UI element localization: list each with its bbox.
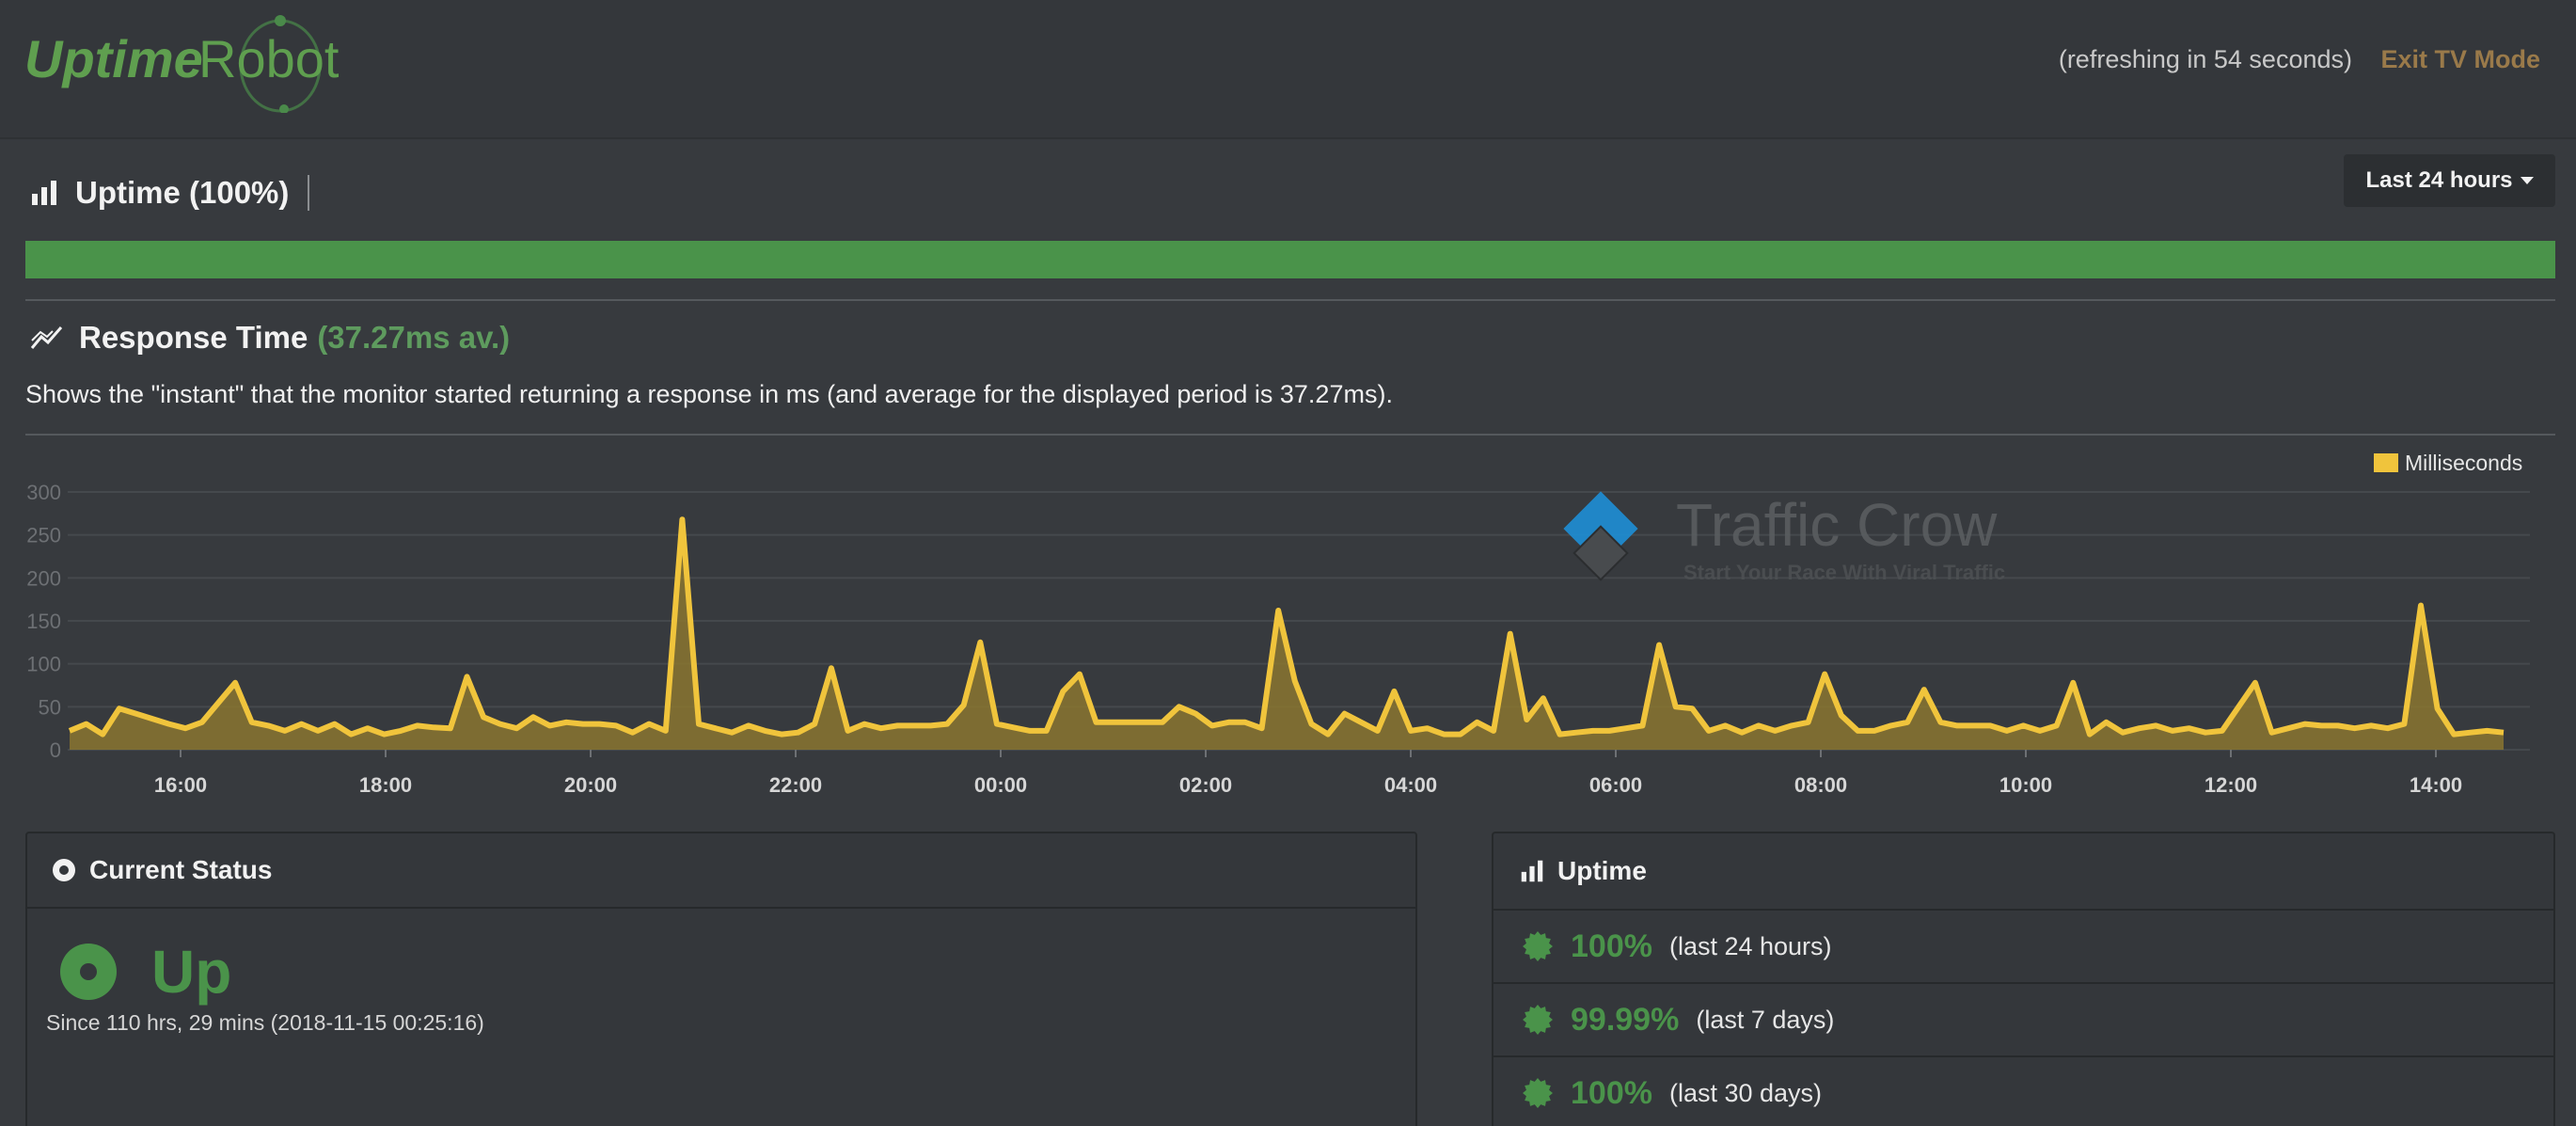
- response-time-description: Shows the "instant" that the monitor sta…: [25, 380, 1393, 408]
- current-status-title: Current Status: [89, 855, 273, 884]
- uptime-title: Uptime (100%): [75, 175, 290, 210]
- response-time-average: (37.27ms av.): [317, 320, 511, 355]
- x-tick-label: 20:00: [564, 773, 617, 797]
- status-value: Up: [151, 938, 232, 1006]
- x-tick-label: 00:00: [974, 773, 1027, 797]
- uptime-badge-icon: [1523, 931, 1553, 961]
- badge-shape: [1523, 1005, 1553, 1035]
- refresh-countdown: (refreshing in 54 seconds): [2058, 45, 2352, 73]
- uptime-badge-icon: [1523, 1078, 1553, 1108]
- y-tick-label: 150: [26, 610, 61, 633]
- badge-shape: [1523, 1078, 1553, 1108]
- bar-chart-icon: [32, 181, 56, 205]
- uptime-period: (last 7 days): [1696, 1005, 1835, 1034]
- x-tick-label: 06:00: [1589, 773, 1642, 797]
- uptime-panel: Uptime 100% (last 24 hours) 99.99% (last…: [1492, 832, 2555, 1126]
- badge-shape: [1523, 931, 1553, 961]
- status-indicator: Up: [59, 937, 231, 1007]
- y-tick-label: 50: [39, 695, 61, 719]
- uptime-period: (last 30 days): [1668, 1078, 1823, 1107]
- x-tick-label: 14:00: [2410, 773, 2462, 797]
- response-time-title: Response Time: [79, 320, 308, 355]
- uptimerobot-logo[interactable]: Uptime Robot: [24, 9, 344, 113]
- y-tick-label: 300: [26, 481, 61, 504]
- time-range-label: Last 24 hours: [2365, 167, 2513, 193]
- status-dot-icon: [53, 859, 75, 881]
- x-tick-label: 02:00: [1179, 773, 1232, 797]
- x-tick-label: 10:00: [1999, 773, 2052, 797]
- bar-chart-icon: [1521, 860, 1543, 882]
- time-range-dropdown[interactable]: Last 24 hours: [2344, 154, 2555, 207]
- current-status-panel: Current Status Up Since 110 hrs, 29 mins…: [25, 832, 1417, 1126]
- watermark-logo-inner: [1572, 525, 1629, 581]
- uptime-heading: Uptime (100%): [30, 175, 310, 211]
- logo-text-robot: Robot: [198, 29, 340, 88]
- response-time-heading: Response Time (37.27ms av.): [30, 320, 510, 356]
- status-since: Since 110 hrs, 29 mins (2018-11-15 00:25…: [46, 1010, 484, 1035]
- uptime-row-30d: 100% (last 30 days): [1493, 1057, 2553, 1126]
- line-chart-icon: [30, 326, 63, 349]
- response-time-line: [68, 516, 2505, 737]
- uptime-row-24h: 100% (last 24 hours): [1493, 911, 2553, 984]
- watermark-name: Traffic Crow: [1676, 491, 1998, 559]
- y-tick-label: 0: [50, 738, 61, 762]
- uptime-period: (last 24 hours): [1668, 931, 1832, 960]
- x-tick-label: 04:00: [1384, 773, 1437, 797]
- y-tick-label: 200: [26, 566, 61, 590]
- uptime-row-7d: 99.99% (last 7 days): [1493, 984, 2553, 1057]
- chart-legend: Milliseconds: [2374, 451, 2522, 475]
- uptime-badge-icon: [1523, 1005, 1553, 1035]
- uptime-percentage: 99.99%: [1571, 1001, 1680, 1038]
- uptime-percentage: 100%: [1571, 928, 1652, 964]
- uptime-panel-title: Uptime: [1557, 856, 1647, 885]
- y-axis-ticks: 0 50 100 150 200 250 300: [26, 481, 61, 762]
- uptime-panel-header: Uptime: [1493, 833, 2553, 911]
- uptime-percentage: 100%: [1571, 1074, 1652, 1111]
- legend-swatch: [2374, 453, 2398, 472]
- section-divider: [25, 434, 2555, 436]
- up-status-icon: [60, 944, 117, 1000]
- y-tick-label: 250: [26, 524, 61, 547]
- x-tick-label: 12:00: [2205, 773, 2257, 797]
- title-divider: [308, 175, 310, 211]
- x-tick-label: 08:00: [1794, 773, 1847, 797]
- response-time-chart[interactable]: 0 50 100 150 200 250 300 16:00 18:00 20:00 22:00 0…: [0, 442, 2576, 809]
- top-bar: Uptime Robot (refreshing in 54 seconds) …: [0, 0, 2576, 139]
- section-divider: [25, 299, 2555, 301]
- traffic-crow-watermark: Traffic Crow Start Your Race With Viral …: [1563, 491, 2005, 584]
- legend-label: Milliseconds: [2405, 451, 2522, 475]
- caret-down-icon: [2520, 177, 2534, 184]
- x-tick-label: 18:00: [359, 773, 412, 797]
- exit-tv-mode-link[interactable]: Exit TV Mode: [2380, 45, 2540, 73]
- x-tick-label: 16:00: [154, 773, 207, 797]
- uptime-bar: [25, 241, 2555, 278]
- x-tick-label: 22:00: [769, 773, 822, 797]
- current-status-header: Current Status: [27, 833, 1415, 909]
- watermark-tagline: Start Your Race With Viral Traffic: [1683, 561, 2005, 584]
- x-axis-ticks: 16:00 18:00 20:00 22:00 00:00 02:00 04:00 06:00…: [154, 750, 2462, 797]
- y-tick-label: 100: [26, 653, 61, 676]
- logo-text-uptime: Uptime: [24, 29, 203, 88]
